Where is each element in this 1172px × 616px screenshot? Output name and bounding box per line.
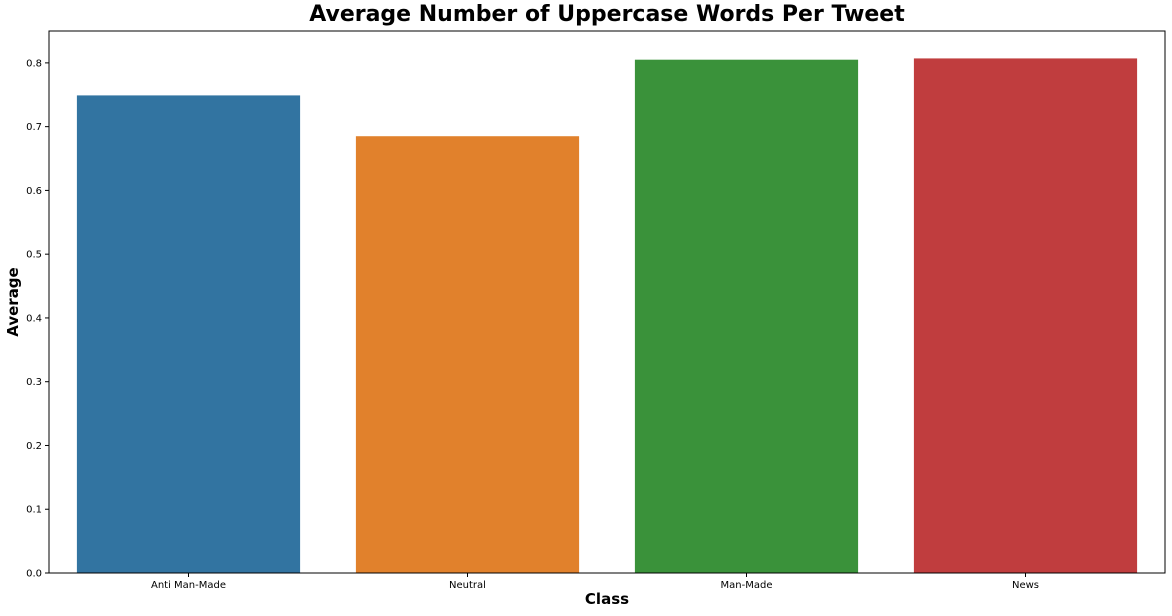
y-axis: 0.0 0.1 0.2 0.3 0.4 0.5 0.6 0.7 0.8 bbox=[26, 58, 49, 580]
x-tick-label: Neutral bbox=[449, 580, 486, 591]
x-axis: Anti Man-Made Neutral Man-Made News bbox=[151, 573, 1039, 591]
x-tick-label: News bbox=[1012, 580, 1039, 591]
y-tick-label: 0.8 bbox=[26, 58, 42, 69]
y-tick-label: 0.6 bbox=[26, 186, 42, 197]
y-tick-label: 0.4 bbox=[26, 313, 42, 324]
bar-anti-man-made bbox=[76, 95, 301, 574]
y-tick-label: 0.7 bbox=[26, 122, 42, 133]
x-tick-label: Man-Made bbox=[721, 580, 773, 591]
bar-news bbox=[913, 58, 1138, 573]
plot-frame bbox=[48, 30, 1166, 574]
x-tick-label: Anti Man-Made bbox=[151, 580, 226, 591]
x-axis-label: Class bbox=[584, 590, 630, 608]
y-tick-label: 0.0 bbox=[26, 569, 42, 580]
y-tick-label: 0.5 bbox=[26, 250, 42, 261]
y-tick-label: 0.2 bbox=[26, 441, 42, 452]
chart-title: Average Number of Uppercase Words Per Tw… bbox=[309, 2, 905, 27]
bar-man-made bbox=[634, 59, 859, 574]
bar-neutral bbox=[355, 136, 580, 573]
y-tick-label: 0.1 bbox=[26, 505, 42, 516]
bars-group bbox=[76, 58, 1138, 574]
y-axis-label: Average bbox=[4, 267, 22, 337]
y-tick-label: 0.3 bbox=[26, 377, 42, 388]
